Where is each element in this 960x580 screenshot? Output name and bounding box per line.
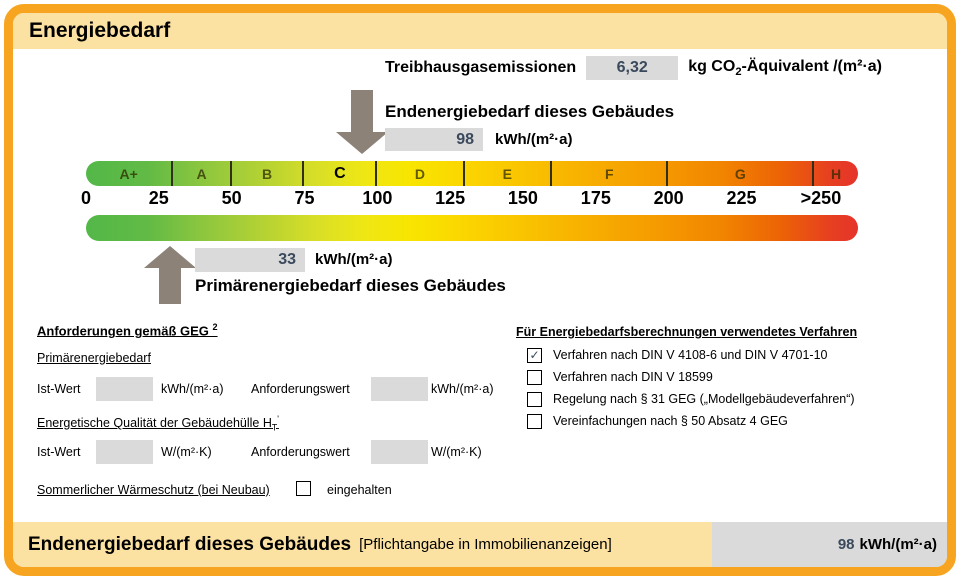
calculation-methods-section: Für Energiebedarfsberechnungen verwendet…	[516, 325, 926, 429]
scale-class-e: E	[465, 161, 552, 186]
energy-scale: A+ A B C D E F G H 0 25 50 75 100 125 15…	[81, 161, 858, 241]
method-checkbox-geg-31[interactable]	[527, 392, 542, 407]
primary-energy-title: Primärenergiebedarf dieses Gebäudes	[195, 276, 506, 295]
primary-requirement-row: Ist-Wert kWh/(m²·a) Anforderungswert kWh…	[24, 377, 504, 401]
footer-unit: kWh/(m²·a)	[859, 536, 938, 553]
envelope-quality-row: Ist-Wert W/(m²·K) Anforderungswert W/(m²…	[24, 440, 504, 464]
primary-ist-unit: kWh/(m²·a)	[161, 382, 224, 396]
scale-tick-150: 150	[507, 188, 538, 208]
methods-heading: Für Energiebedarfsberechnungen verwendet…	[516, 325, 858, 339]
footer-note: [Pflichtangabe in Immobilienanzeigen]	[359, 536, 612, 553]
primary-energy-value: 33	[278, 251, 296, 268]
ghg-value-field[interactable]: 6,32	[586, 56, 679, 80]
primary-requirement-heading: Primärenergiebedarf	[37, 351, 151, 365]
envelope-req-label: Anforderungswert	[251, 445, 350, 459]
summer-heat-protection-checkbox[interactable]	[296, 481, 311, 496]
scale-class-d: D	[377, 161, 465, 186]
method-label: Regelung nach § 31 GEG („Modellgebäudeve…	[553, 392, 855, 406]
scale-tick-175: 175	[580, 188, 611, 208]
scale-tick-125: 125	[435, 188, 466, 208]
primary-req-field[interactable]	[371, 377, 428, 401]
footer-band: Endenergiebedarf dieses Gebäudes [Pflich…	[13, 522, 947, 567]
scale-class-h: H	[830, 165, 842, 182]
page-title: Energiebedarf	[29, 19, 171, 42]
method-label: Verfahren nach DIN V 4108-6 und DIN V 47…	[553, 348, 828, 362]
primary-energy-unit: kWh/(m²·a)	[315, 251, 393, 268]
envelope-req-unit: W/(m²·K)	[431, 445, 482, 459]
ghg-label: Treibhausgasemissionen	[385, 59, 577, 76]
scale-tick-25: 25	[148, 188, 169, 208]
method-checkbox-geg-50[interactable]	[527, 414, 542, 429]
end-energy-value: 98	[456, 130, 474, 148]
requirements-heading: Anforderungen gemäß GEG 2	[37, 322, 218, 339]
ghg-value: 6,32	[616, 59, 648, 76]
method-checkbox-din-4108[interactable]: ✓	[527, 348, 542, 363]
envelope-ist-unit: W/(m²·K)	[161, 445, 212, 459]
method-checkbox-din-18599[interactable]	[527, 370, 542, 385]
summer-heat-protection-row: Sommerlicher Wärmeschutz (bei Neubau) ei…	[24, 481, 504, 499]
scale-tick-100: 100	[362, 188, 393, 208]
ghg-emissions-row: Treibhausgasemissionen 6,32 kg CO2-Äquiv…	[385, 56, 882, 80]
method-item-geg-31: Regelung nach § 31 GEG („Modellgebäudeve…	[516, 391, 926, 409]
scale-class-f: F	[552, 161, 669, 186]
footer-title: Endenergiebedarf dieses Gebäudes	[28, 533, 352, 555]
primary-energy-value-field[interactable]: 33	[195, 248, 305, 272]
end-energy-title: Endenergiebedarf dieses Gebäudes	[385, 102, 675, 121]
scale-class-a-plus: A+	[86, 161, 174, 186]
method-label: Verfahren nach DIN V 18599	[553, 370, 713, 384]
certificate-sheet: Energiebedarf Treibhausgasemissionen 6,3…	[4, 4, 956, 576]
method-item-din-4108: ✓ Verfahren nach DIN V 4108-6 und DIN V …	[516, 347, 926, 365]
scale-tick-75: 75	[294, 188, 315, 208]
primary-ist-field[interactable]	[96, 377, 153, 401]
lower-gradient-band	[86, 215, 858, 241]
primary-energy-arrow-icon	[144, 246, 196, 304]
scale-tick-250: >250	[800, 188, 842, 208]
summer-heat-protection-suffix: eingehalten	[327, 483, 392, 497]
scale-tick-225: 225	[726, 188, 757, 208]
envelope-ist-label: Ist-Wert	[37, 445, 81, 459]
primary-req-label: Anforderungswert	[251, 382, 350, 396]
envelope-ist-field[interactable]	[96, 440, 153, 464]
end-energy-value-field[interactable]: 98	[385, 128, 483, 151]
envelope-req-field[interactable]	[371, 440, 428, 464]
scale-tick-200: 200	[653, 188, 684, 208]
method-item-geg-50: Vereinfachungen nach § 50 Absatz 4 GEG	[516, 413, 926, 431]
primary-req-unit: kWh/(m²·a)	[431, 382, 494, 396]
scale-class-b: B	[232, 161, 305, 186]
method-label: Vereinfachungen nach § 50 Absatz 4 GEG	[553, 414, 788, 428]
scale-tick-row: 0 25 50 75 100 125 150 175 200 225 >250	[81, 186, 858, 215]
summer-heat-protection-label: Sommerlicher Wärmeschutz (bei Neubau)	[37, 483, 270, 497]
footer-value: 98	[837, 536, 855, 553]
scale-class-c: C	[304, 161, 378, 186]
primary-ist-label: Ist-Wert	[37, 382, 81, 396]
end-energy-unit: kWh/(m²·a)	[495, 131, 573, 148]
method-item-din-18599: Verfahren nach DIN V 18599	[516, 369, 926, 387]
ghg-unit: kg CO2-Äquivalent /(m²·a)	[688, 57, 882, 79]
end-energy-arrow-icon	[336, 90, 388, 154]
scale-tick-50: 50	[221, 188, 242, 208]
envelope-quality-heading: Energetische Qualität der Gebäudehülle H…	[37, 414, 279, 433]
scale-class-g: G	[668, 161, 815, 186]
page-header-band: Energiebedarf	[13, 13, 947, 49]
scale-class-a: A	[173, 161, 232, 186]
energy-class-band: A+ A B C D E F G H	[86, 161, 858, 186]
scale-tick-0: 0	[80, 188, 92, 208]
footer-value-box: 98 kWh/(m²·a)	[712, 522, 947, 567]
